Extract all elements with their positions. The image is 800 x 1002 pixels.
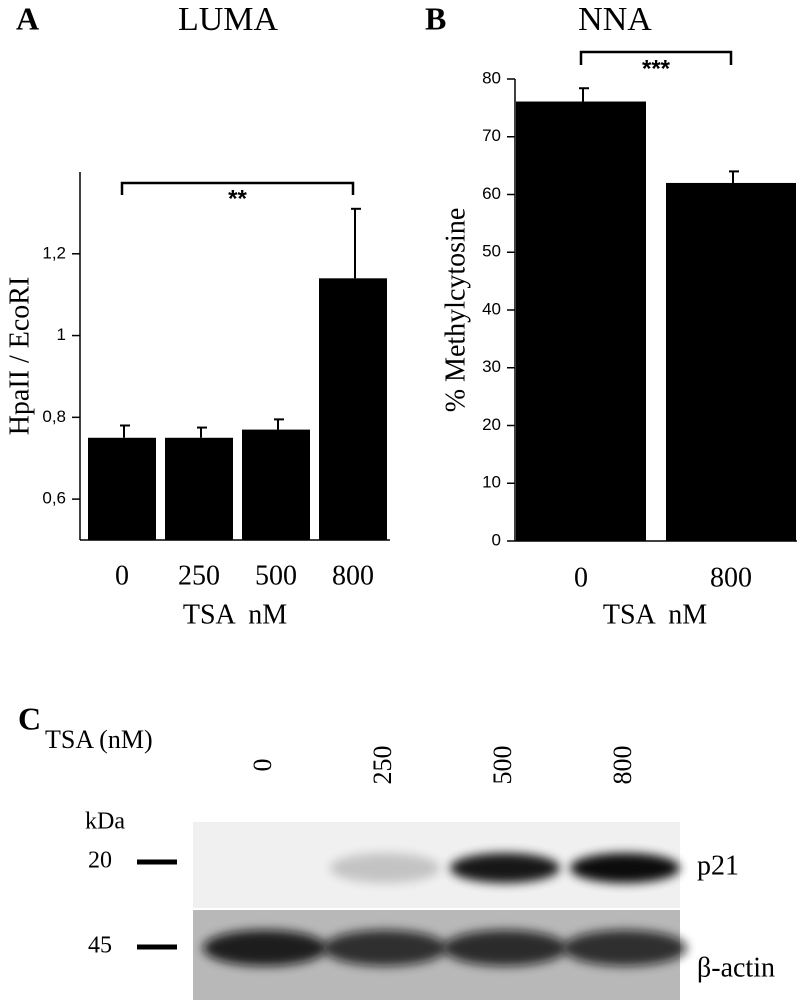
y-tick-label: 50 (482, 242, 501, 261)
y-tick-label: 10 (482, 473, 501, 492)
lane-label: 250 (368, 746, 397, 785)
lane-label: 500 (488, 746, 517, 785)
bar (165, 437, 233, 540)
y-tick-label: 0,8 (42, 407, 66, 426)
band-actin (203, 930, 327, 966)
lane-label: 0 (248, 759, 277, 772)
significance-label: ** (228, 185, 247, 212)
y-tick-label: 0 (492, 530, 501, 549)
marker-size: 45 (88, 933, 112, 959)
y-axis-label: % Methylcytosine (440, 208, 471, 413)
bar (319, 278, 387, 540)
x-tick-label: 800 (710, 562, 752, 593)
panel-letter: B (425, 0, 446, 36)
x-axis-label: TSA nM (183, 599, 287, 630)
chart-title: NNA (578, 1, 652, 38)
protein-label: β-actin (697, 952, 775, 983)
x-tick-label: 0 (574, 562, 588, 593)
panel-letter: A (16, 0, 39, 36)
band-actin (323, 930, 447, 966)
x-tick-label: 0 (115, 560, 129, 591)
band-p21 (330, 853, 440, 883)
significance-bracket (579, 50, 733, 65)
x-tick-label: 250 (178, 560, 220, 591)
panel-letter: C (18, 700, 41, 736)
y-tick-label: 80 (482, 68, 501, 87)
y-tick-label: 0,6 (42, 489, 66, 508)
y-tick-label: 20 (482, 415, 501, 434)
bar (88, 437, 156, 540)
y-tick-label: 1 (57, 325, 66, 344)
x-tick-label: 800 (332, 560, 374, 591)
band-actin (563, 930, 687, 966)
significance-label: *** (642, 55, 671, 82)
condition-label: TSA (nM) (45, 725, 153, 754)
bar (516, 101, 646, 542)
band-actin (443, 930, 567, 966)
significance-bracket (120, 181, 355, 195)
band-p21 (570, 853, 680, 883)
x-tick-label: 500 (255, 560, 297, 591)
bar (666, 182, 796, 541)
protein-label: p21 (697, 850, 739, 881)
lane-label: 800 (608, 746, 637, 785)
band-p21 (450, 853, 560, 883)
marker-size: 20 (88, 848, 112, 874)
y-tick-label: 40 (482, 299, 501, 318)
y-tick-label: 60 (482, 184, 501, 203)
y-tick-label: 30 (482, 357, 501, 376)
bar (242, 429, 310, 540)
y-tick-label: 70 (482, 126, 501, 145)
chart-title: LUMA (178, 1, 279, 38)
x-axis-label: TSA nM (603, 599, 707, 630)
unit-label: kDa (85, 809, 125, 835)
y-axis-label: HpaII / EcoRI (4, 277, 35, 436)
y-tick-label: 1,2 (42, 243, 66, 262)
